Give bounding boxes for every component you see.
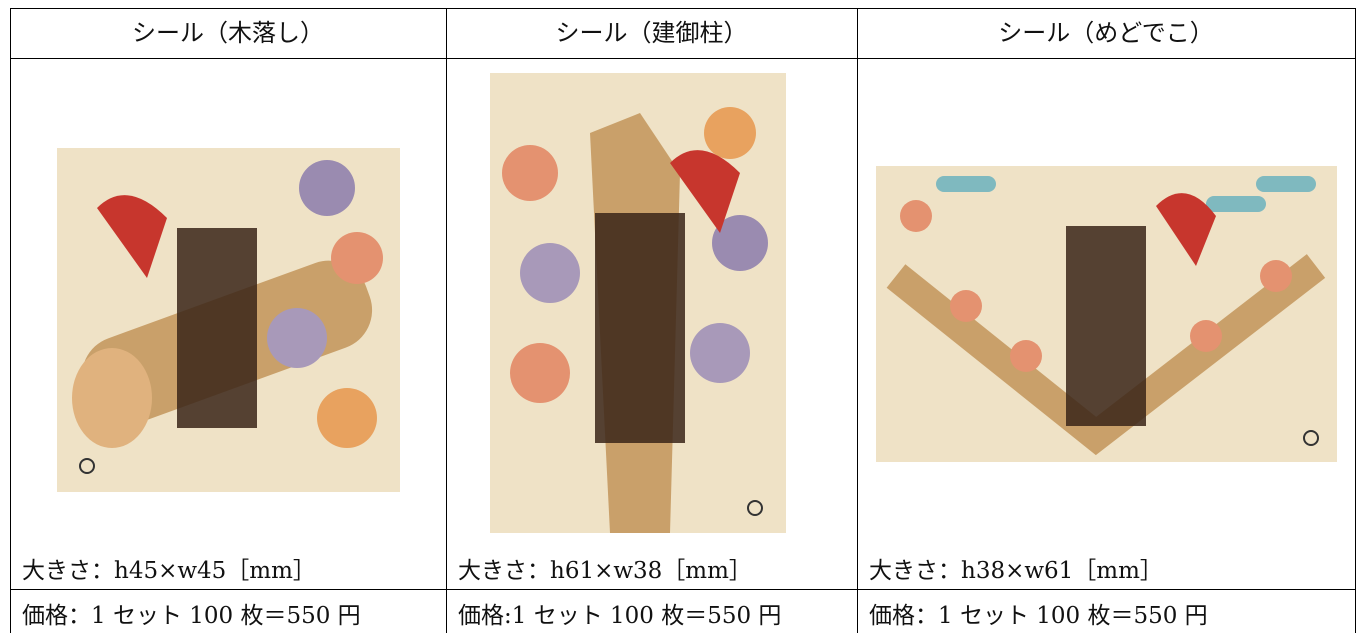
border <box>10 8 1356 9</box>
border <box>10 589 1356 590</box>
border <box>857 8 858 633</box>
sticker-image <box>57 148 400 492</box>
header: シール（木落し） <box>132 19 324 47</box>
size-text: 大きさ：h61×w38［mm］ <box>458 558 752 584</box>
border <box>10 58 1356 59</box>
size-text: 大きさ：h45×w45［mm］ <box>22 558 316 584</box>
border <box>446 8 447 633</box>
border <box>10 8 11 633</box>
sticker-image <box>490 73 786 533</box>
price-text: 価格：1 セット 100 枚＝550 円 <box>869 603 1208 629</box>
header: シール（建御柱） <box>555 19 748 47</box>
size-text: 大きさ：h38×w61［mm］ <box>869 558 1163 584</box>
price-text: 価格：1 セット 100 枚＝550 円 <box>22 603 361 629</box>
border <box>1355 8 1356 633</box>
sticker-image <box>876 166 1337 462</box>
price-text: 価格:1 セット 100 枚＝550 円 <box>458 603 782 629</box>
header: シール（めどでこ） <box>998 19 1214 47</box>
